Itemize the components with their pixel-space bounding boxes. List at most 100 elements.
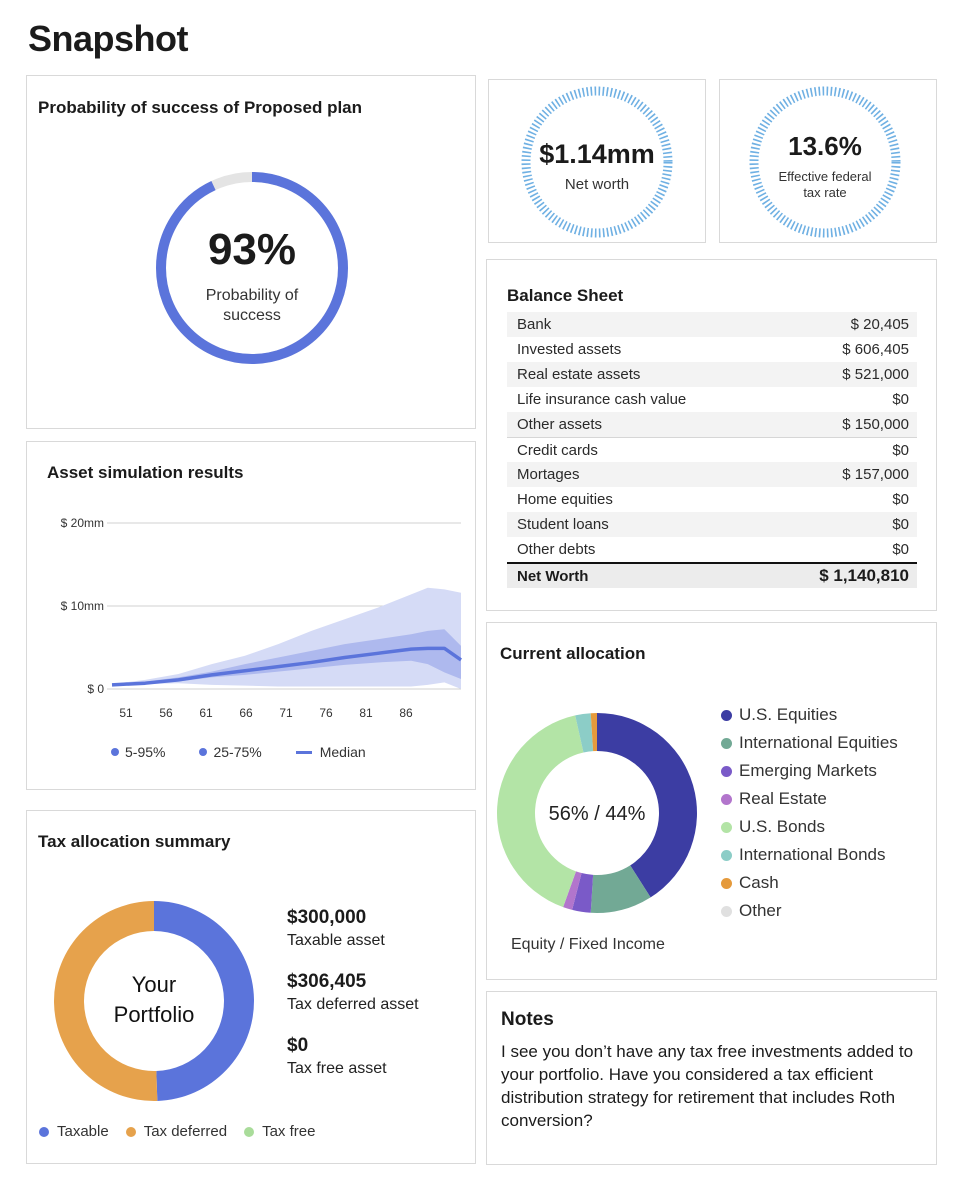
row-label: Other debts bbox=[517, 541, 596, 558]
legend-label: Other bbox=[739, 901, 782, 920]
legend-5-95: 5-95% bbox=[125, 744, 166, 760]
y-tick-label: $ 10mm bbox=[61, 599, 104, 613]
tax-allocation-title: Tax allocation summary bbox=[38, 832, 231, 851]
tax-rate-label-1: Effective federal bbox=[779, 169, 872, 184]
row-value: $0 bbox=[892, 541, 909, 558]
row-value: $0 bbox=[892, 391, 909, 408]
probability-gauge: 93% Probability of success bbox=[156, 172, 348, 364]
balance-sheet-card: Balance Sheet Bank $ 20,405 Invested asse… bbox=[486, 259, 937, 611]
legend-label: Real Estate bbox=[739, 789, 827, 808]
legend-taxable: Taxable bbox=[57, 1123, 109, 1140]
legend-item: U.S. Equities bbox=[721, 701, 898, 729]
x-tick-label: 76 bbox=[319, 706, 333, 720]
x-tick-label: 81 bbox=[359, 706, 373, 720]
table-row: Student loans $0 bbox=[507, 512, 917, 537]
legend-25-75: 25-75% bbox=[213, 744, 262, 760]
row-value: $ 20,405 bbox=[850, 316, 909, 333]
row-value: $0 bbox=[892, 491, 909, 508]
allocation-donut: 56% / 44% bbox=[497, 713, 697, 913]
tax-rate-value: 13.6% bbox=[788, 131, 862, 161]
row-label: Real estate assets bbox=[517, 366, 641, 383]
legend-dot-icon bbox=[125, 1126, 136, 1137]
net-worth-value: $1.14mm bbox=[539, 139, 655, 169]
allocation-title: Current allocation bbox=[500, 644, 646, 663]
row-value: $0 bbox=[892, 441, 909, 459]
tax-deferred-label: Tax deferred asset bbox=[287, 996, 419, 1013]
row-label: Student loans bbox=[517, 516, 609, 533]
tax-free-value: $0 bbox=[287, 1035, 309, 1056]
notes-title: Notes bbox=[501, 1009, 554, 1030]
asset-simulation-card: Asset simulation results $ 0 $ 10mm $ 20mm… bbox=[26, 441, 476, 790]
x-tick-label: 66 bbox=[239, 706, 253, 720]
tax-rate-card: 13.6% Effective federal tax rate bbox=[719, 79, 937, 243]
legend-line-icon bbox=[295, 750, 312, 754]
tax-free-label: Tax free asset bbox=[287, 1060, 387, 1077]
x-tick-label: 56 bbox=[159, 706, 173, 720]
total-value: $ 1,140,810 bbox=[819, 566, 909, 585]
row-label: Invested assets bbox=[517, 341, 622, 358]
donut-slice-u-s-equities bbox=[597, 713, 697, 898]
row-value: $ 606,405 bbox=[842, 341, 909, 358]
table-row: Credit cards $0 bbox=[507, 437, 917, 462]
donut-slice-tax-deferred bbox=[53, 901, 158, 1101]
legend-item: International Equities bbox=[721, 729, 898, 757]
asset-simulation-chart: $ 0 $ 10mm $ 20mm 51 56 61 66 71 76 81 86 bbox=[61, 516, 463, 720]
tax-rate-label-2: tax rate bbox=[803, 185, 846, 200]
legend-tax-free: Tax free bbox=[262, 1123, 316, 1140]
probability-label-1: Probability of bbox=[206, 287, 299, 304]
row-value: $ 157,000 bbox=[842, 466, 909, 483]
band-25-75 bbox=[112, 629, 461, 685]
legend-label: U.S. Equities bbox=[739, 705, 838, 724]
legend-label: U.S. Bonds bbox=[739, 817, 825, 836]
table-row: Other debts $0 bbox=[507, 537, 917, 562]
legend-label: International Bonds bbox=[739, 845, 886, 864]
row-label: Mortages bbox=[517, 466, 580, 483]
asset-simulation-title: Asset simulation results bbox=[47, 463, 244, 482]
probability-title: Probability of success of Proposed plan bbox=[38, 98, 363, 117]
x-tick-label: 86 bbox=[399, 706, 413, 720]
legend-dot-icon bbox=[721, 877, 732, 889]
x-tick-label: 51 bbox=[119, 706, 133, 720]
legend-dot-icon bbox=[721, 905, 732, 917]
legend-dot-icon bbox=[721, 849, 732, 861]
donut-slice-emerging-markets bbox=[572, 873, 594, 913]
median-line bbox=[111, 646, 463, 687]
balance-sheet-title: Balance Sheet bbox=[507, 286, 624, 305]
net-worth-label: Net worth bbox=[565, 176, 629, 193]
tax-free-summary: $0 Tax free asset bbox=[287, 1035, 387, 1078]
row-label: Home equities bbox=[517, 491, 613, 508]
donut-slice-taxable bbox=[154, 901, 254, 1101]
donut-slice-international-bonds bbox=[575, 713, 594, 753]
legend-item: International Bonds bbox=[721, 841, 898, 869]
legend-item: Other bbox=[721, 897, 898, 925]
legend-item: U.S. Bonds bbox=[721, 813, 898, 841]
legend-label: Emerging Markets bbox=[739, 761, 877, 780]
page-title: Snapshot bbox=[28, 18, 189, 59]
simulation-legend: 5-95% 25-75% Median bbox=[111, 744, 400, 760]
legend-label: International Equities bbox=[739, 733, 898, 752]
net-worth-ring: $1.14mm Net worth bbox=[521, 86, 673, 238]
allocation-legend: U.S. Equities International Equities Eme… bbox=[721, 701, 898, 925]
tax-center-line-1: Your bbox=[132, 972, 176, 997]
notes-body: I see you don’t have any tax free invest… bbox=[501, 1042, 914, 1130]
row-value: $ 150,000 bbox=[842, 416, 909, 433]
row-label: Bank bbox=[517, 316, 552, 333]
tax-donut: Your Portfolio bbox=[53, 901, 254, 1101]
taxable-value: $300,000 bbox=[287, 907, 367, 928]
x-tick-label: 71 bbox=[279, 706, 293, 720]
net-worth-card: $1.14mm Net worth bbox=[488, 79, 706, 243]
legend-dot-icon bbox=[111, 748, 119, 756]
y-tick-label: $ 0 bbox=[87, 682, 104, 696]
legend-dot-icon bbox=[721, 793, 732, 805]
legend-tax-deferred: Tax deferred bbox=[143, 1123, 228, 1140]
allocation-center-text: 56% / 44% bbox=[549, 803, 646, 825]
legend-dot-icon bbox=[721, 765, 732, 777]
table-row: Real estate assets $ 521,000 bbox=[507, 362, 917, 387]
legend-median: Median bbox=[319, 744, 366, 760]
tax-rate-ring: 13.6% Effective federal tax rate bbox=[749, 86, 901, 238]
legend-label: Cash bbox=[739, 873, 779, 892]
legend-item: Real Estate bbox=[721, 785, 898, 813]
probability-arc bbox=[156, 172, 348, 364]
legend-dot-icon bbox=[721, 737, 732, 749]
taxable-summary: $300,000 Taxable asset bbox=[287, 907, 385, 950]
